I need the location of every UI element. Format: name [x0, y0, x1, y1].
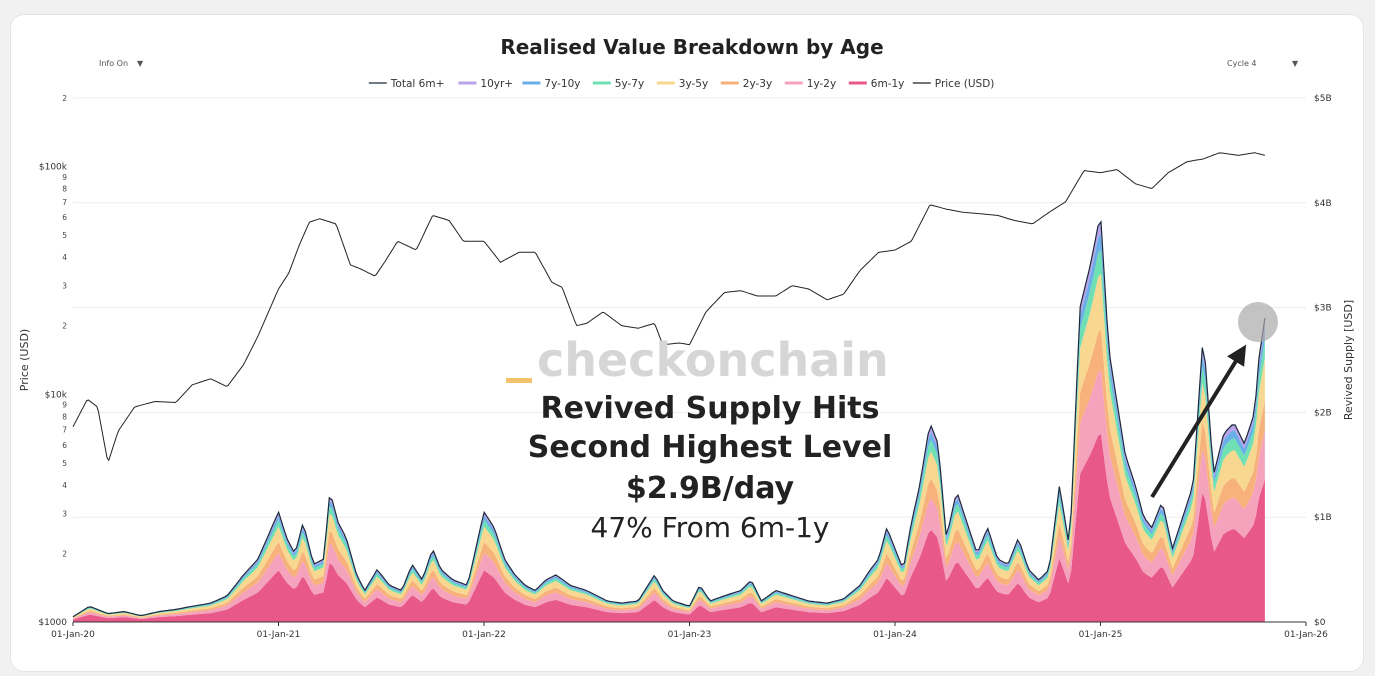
x-tick-label: 01-Jan-25	[1079, 630, 1123, 640]
price-line-group	[72, 152, 1266, 462]
info-toggle[interactable]: Info On ▼	[99, 59, 144, 68]
x-tick-label: 01-Jan-24	[873, 630, 917, 640]
revived-supply-areas	[72, 220, 1266, 622]
legend-label: 7y-10y	[544, 78, 580, 90]
legend: Total 6m+ 10yr+ 7y-10y 5y-7y 3y-5y 2y-3y 1y-2y…	[368, 78, 995, 90]
chevron-down-icon: ▼	[1292, 59, 1299, 68]
right-tick-label: $4B	[1314, 199, 1332, 209]
annotation-block: Revived Supply Hits Second Highest Level…	[528, 391, 892, 544]
watermark-text: checkonchain	[537, 333, 889, 387]
x-tick-label: 01-Jan-26	[1284, 630, 1328, 640]
x-tick-label: 01-Jan-22	[462, 630, 506, 640]
legend-label: Total 6m+	[390, 78, 445, 90]
left-tick-label: $100k	[39, 163, 68, 173]
legend-item[interactable]: 7y-10y	[522, 78, 580, 90]
x-tick-label: 01-Jan-23	[668, 630, 712, 640]
arrow-up-right-icon	[1150, 344, 1247, 499]
grey-circle-marker-icon	[1238, 302, 1278, 342]
total-6m-line	[72, 220, 1266, 618]
left-axis-label: Price (USD)	[18, 329, 31, 391]
legend-item[interactable]: 3y-5y	[656, 78, 708, 90]
x-tick-label: 01-Jan-21	[257, 630, 301, 640]
cycle-select-label: Cycle 4	[1227, 59, 1257, 68]
left-minor-tick-label: 5	[62, 459, 67, 468]
legend-label: 2y-3y	[743, 78, 772, 90]
left-minor-tick-label: 3	[62, 509, 67, 518]
brand-watermark: checkonchain	[506, 333, 889, 387]
legend-label: 1y-2y	[807, 78, 836, 90]
left-minor-tick-label: 7	[62, 426, 67, 435]
right-axis-label: Revived Supply [USD]	[1342, 300, 1355, 420]
annotation-headline-1: Revived Supply Hits	[541, 391, 880, 426]
legend-label: Price (USD)	[935, 78, 995, 90]
left-minor-tick-label: 2	[62, 549, 67, 558]
cycle-select[interactable]: Cycle 4 ▼	[1227, 59, 1299, 68]
x-tick-label: 01-Jan-20	[51, 630, 95, 640]
right-axis-ticks: $0 $1B $2B $3B $4B $5B	[1314, 94, 1332, 628]
legend-label: 10yr+	[480, 78, 513, 90]
left-tick-label: $10k	[45, 390, 68, 400]
left-minor-tick-label: 6	[62, 213, 67, 222]
info-toggle-label: Info On	[99, 59, 128, 68]
right-tick-label: $5B	[1314, 94, 1332, 104]
annotation-headline-3: $2.9B/day	[626, 471, 795, 506]
right-tick-label: $1B	[1314, 513, 1332, 523]
left-minor-tick-label: 9	[62, 173, 67, 182]
price-line	[72, 152, 1266, 462]
chart-title: Realised Value Breakdown by Age	[500, 35, 883, 59]
left-minor-tick-label: 3	[62, 282, 67, 291]
left-minor-tick-label: 2	[62, 322, 67, 331]
left-minor-tick-label: 6	[62, 441, 67, 450]
legend-item[interactable]: 6m-1y	[848, 78, 905, 90]
x-axis-ticks: 01-Jan-20 01-Jan-21 01-Jan-22 01-Jan-23 01-J…	[51, 622, 1328, 640]
legend-item[interactable]: Total 6m+	[368, 78, 445, 90]
left-minor-tick-label: 5	[62, 231, 67, 240]
left-minor-tick-label: 7	[62, 198, 67, 207]
left-minor-tick-label: 9	[62, 401, 67, 410]
legend-item[interactable]: 10yr+	[458, 78, 513, 90]
legend-item[interactable]: Price (USD)	[912, 78, 995, 90]
chevron-down-icon: ▼	[137, 59, 144, 68]
right-tick-label: $2B	[1314, 408, 1332, 418]
legend-item[interactable]: 5y-7y	[592, 78, 644, 90]
left-axis-ticks: $1000 $10k $100k 2 3 4 5 6 7 8 9 2 3 4 5 6 7 8 9 2	[38, 94, 67, 628]
annotation-subline: 47% From 6m-1y	[591, 511, 830, 544]
legend-item[interactable]: 1y-2y	[784, 78, 836, 90]
legend-label: 6m-1y	[871, 78, 905, 90]
legend-label: 3y-5y	[679, 78, 708, 90]
watermark-underscore	[506, 378, 532, 383]
legend-item[interactable]: 2y-3y	[720, 78, 772, 90]
left-minor-tick-label: 8	[62, 185, 67, 194]
left-minor-tick-label: 4	[62, 253, 67, 262]
right-tick-label: $3B	[1314, 304, 1332, 314]
right-tick-label: $0	[1314, 618, 1326, 628]
left-minor-tick-label: 8	[62, 412, 67, 421]
legend-label: 5y-7y	[615, 78, 644, 90]
annotation-headline-2: Second Highest Level	[528, 430, 892, 465]
left-tick-label: $1000	[38, 618, 67, 628]
area-6m-1y	[73, 433, 1265, 622]
left-minor-tick-label: 4	[62, 481, 67, 490]
left-minor-tick-label: 2	[62, 94, 67, 103]
